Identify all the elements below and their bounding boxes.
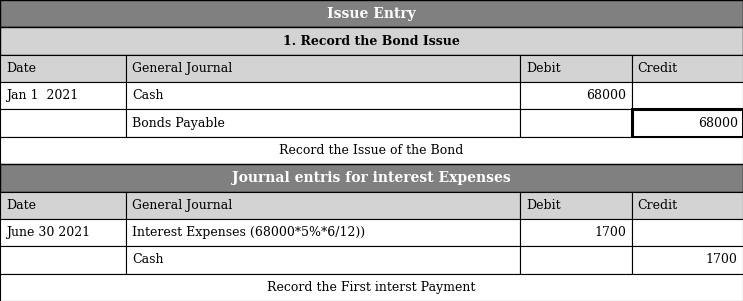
Text: Cash: Cash bbox=[132, 253, 163, 266]
Bar bbox=[0, 110, 126, 137]
Bar bbox=[632, 191, 743, 219]
Bar bbox=[520, 191, 632, 219]
Text: Credit: Credit bbox=[637, 62, 678, 75]
Text: 1700: 1700 bbox=[594, 226, 626, 239]
Bar bbox=[0, 27, 743, 55]
Text: Journal entris for interest Expenses: Journal entris for interest Expenses bbox=[232, 171, 511, 185]
Bar bbox=[0, 137, 743, 164]
Text: General Journal: General Journal bbox=[132, 62, 233, 75]
Text: Record the Issue of the Bond: Record the Issue of the Bond bbox=[279, 144, 464, 157]
Bar bbox=[632, 219, 743, 246]
Text: 68000: 68000 bbox=[698, 116, 738, 130]
Bar bbox=[126, 55, 520, 82]
Text: Debit: Debit bbox=[526, 199, 561, 212]
Text: Date: Date bbox=[6, 62, 36, 75]
Text: Debit: Debit bbox=[526, 62, 561, 75]
Bar bbox=[126, 219, 520, 246]
Bar bbox=[0, 55, 126, 82]
Bar bbox=[0, 82, 126, 110]
Bar bbox=[520, 82, 632, 110]
Bar bbox=[520, 219, 632, 246]
Text: Date: Date bbox=[6, 199, 36, 212]
Text: 68000: 68000 bbox=[586, 89, 626, 102]
Bar bbox=[632, 82, 743, 110]
Bar bbox=[0, 219, 126, 246]
Bar bbox=[126, 191, 520, 219]
Text: Issue Entry: Issue Entry bbox=[327, 7, 416, 21]
Text: Record the First interst Payment: Record the First interst Payment bbox=[267, 281, 476, 294]
Bar bbox=[0, 191, 126, 219]
Bar bbox=[126, 110, 520, 137]
Bar bbox=[0, 274, 743, 301]
Text: June 30 2021: June 30 2021 bbox=[6, 226, 90, 239]
Bar bbox=[632, 246, 743, 274]
Text: 1700: 1700 bbox=[706, 253, 738, 266]
Text: 1. Record the Bond Issue: 1. Record the Bond Issue bbox=[283, 35, 460, 48]
Text: Jan 1  2021: Jan 1 2021 bbox=[6, 89, 78, 102]
Bar bbox=[0, 164, 743, 191]
Bar bbox=[520, 246, 632, 274]
Bar bbox=[126, 82, 520, 110]
Text: General Journal: General Journal bbox=[132, 199, 233, 212]
Bar bbox=[0, 246, 126, 274]
Bar bbox=[126, 246, 520, 274]
Bar bbox=[520, 55, 632, 82]
Text: Interest Expenses (68000*5%*6/12)): Interest Expenses (68000*5%*6/12)) bbox=[132, 226, 366, 239]
Bar bbox=[632, 110, 743, 137]
Bar bbox=[520, 110, 632, 137]
Bar bbox=[0, 0, 743, 27]
Text: Credit: Credit bbox=[637, 199, 678, 212]
Text: Bonds Payable: Bonds Payable bbox=[132, 116, 225, 130]
Bar bbox=[632, 55, 743, 82]
Text: Cash: Cash bbox=[132, 89, 163, 102]
